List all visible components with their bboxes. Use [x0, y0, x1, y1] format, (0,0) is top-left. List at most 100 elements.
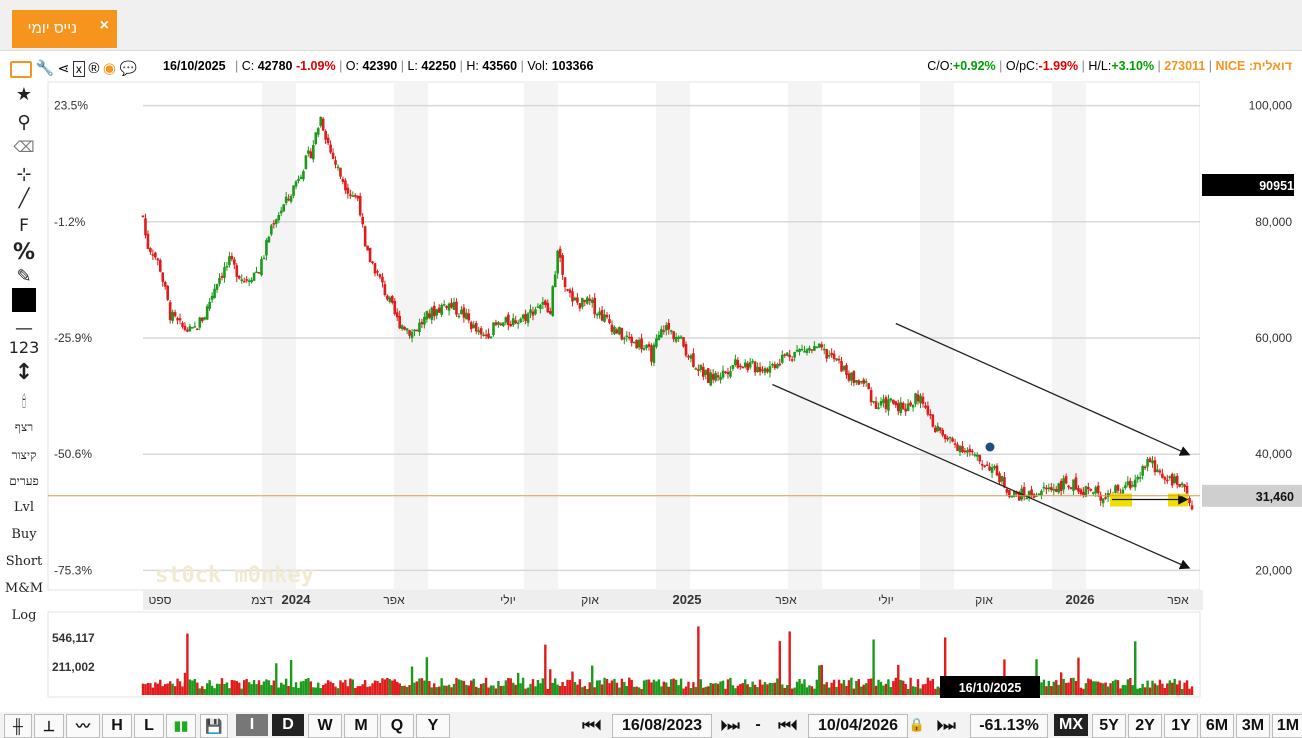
candle-body: [832, 353, 836, 360]
volume-bar: [1059, 672, 1063, 695]
bar-type-icon[interactable]: L: [134, 714, 164, 738]
line-type-icon[interactable]: 〰: [66, 714, 100, 738]
volume-bar: [936, 686, 939, 695]
range-max[interactable]: MX: [1054, 714, 1088, 736]
candle-body: [1138, 477, 1142, 479]
share-icon[interactable]: ⋖: [57, 60, 70, 76]
numbers-icon[interactable]: 123: [8, 338, 40, 357]
range-1y[interactable]: 1Y: [1164, 714, 1198, 738]
volume-bar: [1146, 680, 1149, 695]
vertical-resize-icon[interactable]: ↕: [14, 360, 34, 385]
range-1m[interactable]: 1M: [1272, 714, 1302, 738]
percent-icon[interactable]: %: [12, 240, 36, 265]
hilo-type-icon[interactable]: H: [102, 714, 132, 738]
period-daily[interactable]: D: [272, 714, 304, 736]
volume-bar: [832, 679, 836, 695]
volume-bar: [223, 684, 226, 695]
range-5y[interactable]: 5Y: [1092, 714, 1126, 738]
volume-bar: [655, 681, 658, 695]
excel-icon[interactable]: x: [72, 61, 85, 77]
candle-body: [1170, 473, 1174, 486]
candle-body: [800, 348, 804, 351]
period-weekly[interactable]: W: [308, 714, 342, 738]
volume-bar: [1114, 679, 1117, 695]
line-tool-icon[interactable]: ╱: [18, 188, 30, 209]
candle-body: [884, 397, 888, 409]
period-quarterly[interactable]: Q: [380, 714, 414, 738]
end-forward-icon[interactable]: ⏵⏭: [936, 717, 956, 733]
volume-bar: [1116, 680, 1120, 695]
volume-bar: [425, 657, 429, 695]
search-icon[interactable]: ⚲: [17, 112, 31, 133]
save-icon[interactable]: 💾: [200, 714, 228, 738]
candle-body: [1168, 476, 1172, 479]
range-2y[interactable]: 2Y: [1128, 714, 1162, 738]
star-icon[interactable]: ★: [15, 84, 33, 105]
volume-bar: [309, 681, 313, 695]
candle-body: [901, 402, 905, 410]
volume-bar: [1040, 682, 1043, 695]
candle-body: [640, 338, 643, 350]
eraser-icon[interactable]: ⌫: [13, 138, 35, 156]
ohlc-type-icon[interactable]: ⊥: [34, 714, 64, 738]
crosshair-icon[interactable]: ⊹: [16, 164, 32, 185]
volume-bar: [549, 669, 552, 695]
candle-icon[interactable]: 🕯: [21, 392, 27, 411]
volume-bar: [1067, 682, 1070, 695]
candle-body: [277, 214, 281, 221]
candle-body: [358, 195, 362, 216]
buy-button[interactable]: Buy: [11, 527, 37, 542]
volume-bar: [428, 681, 431, 695]
period-intraday[interactable]: I: [236, 714, 268, 736]
volume-bar: [1168, 680, 1171, 695]
edit-icon[interactable]: ✎: [16, 266, 32, 287]
range-6m[interactable]: 6M: [1200, 714, 1234, 738]
target-icon[interactable]: ◉: [102, 60, 116, 77]
fibonacci-icon[interactable]: F: [19, 216, 29, 236]
toolbar-icons[interactable]: 🔧 ⋖ x ® ◉ 💬: [10, 59, 137, 79]
chat-icon[interactable]: 💬: [119, 60, 137, 76]
candle-body: [830, 352, 833, 356]
candle-body: [919, 395, 922, 404]
candle-body: [252, 272, 256, 281]
window-icon[interactable]: [10, 61, 32, 79]
volume-bar: [484, 677, 488, 695]
volume-bar: [1109, 683, 1112, 695]
candle-body: [428, 313, 431, 318]
shortcut-button[interactable]: קיצור: [11, 448, 37, 462]
period-monthly[interactable]: M: [344, 714, 378, 738]
candlestick-type-icon[interactable]: ╫: [4, 714, 32, 738]
log-button[interactable]: Log: [11, 608, 37, 623]
volume-bar: [262, 681, 266, 695]
registered-icon[interactable]: ®: [88, 60, 100, 77]
tab-close-icon[interactable]: ×: [99, 17, 109, 34]
end-back-icon[interactable]: ⏮⏴: [778, 717, 798, 733]
lvl-button[interactable]: Lvl: [13, 500, 35, 515]
volume-bar: [489, 685, 493, 695]
wrench-icon[interactable]: 🔧: [35, 60, 55, 77]
period-yearly[interactable]: Y: [416, 714, 450, 738]
volume-bar: [519, 683, 522, 695]
color-picker[interactable]: [12, 288, 36, 312]
start-forward-icon[interactable]: ⏵⏭: [720, 717, 740, 733]
range-3m[interactable]: 3M: [1236, 714, 1270, 738]
price-tick-label: 100,000: [1249, 99, 1293, 113]
price-chart[interactable]: 100,000 23.5% 80,000 -1.2% 60,000 -25.9% 40,00…: [0, 0, 1302, 712]
mm-button[interactable]: M&M: [4, 581, 44, 596]
volume-bar: [173, 686, 177, 695]
sequence-button[interactable]: רצף: [14, 420, 34, 434]
volume-bar: [803, 679, 806, 695]
start-date-field[interactable]: 16/08/2023: [612, 714, 712, 738]
line-width-icon[interactable]: —: [15, 318, 33, 339]
volume-bar: [778, 641, 782, 695]
chart-tab[interactable]: נייס יומי ×: [12, 10, 117, 48]
short-button[interactable]: Short: [5, 554, 43, 569]
candle-body: [1128, 480, 1132, 489]
candle-body: [413, 329, 416, 332]
volume-type-icon[interactable]: ▮▮: [166, 714, 196, 738]
end-date-field[interactable]: 10/04/2026: [808, 714, 908, 738]
start-back-icon[interactable]: ⏮⏴: [582, 717, 602, 733]
volume-bar: [630, 679, 633, 695]
gaps-button[interactable]: פערים: [9, 474, 39, 488]
lock-icon[interactable]: 🔒: [908, 717, 926, 732]
